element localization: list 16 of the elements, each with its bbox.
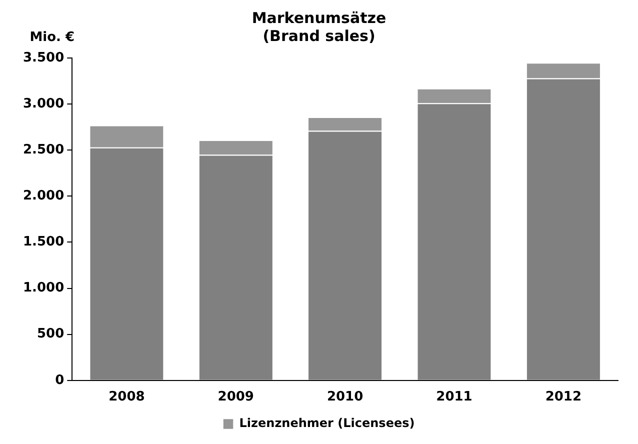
x-tick-label: 2009 [218, 390, 254, 405]
y-tick-label: 3.000 [22, 96, 64, 112]
y-tick-label: 500 [36, 326, 64, 342]
legend-label: Lizenznehmer (Licensees) [239, 416, 415, 430]
chart-title: Markenumsätze (Brand sales) [252, 8, 386, 45]
y-axis-title: Mio. € [30, 30, 75, 45]
y-tick-label: 1.000 [22, 280, 64, 296]
y-tick-label: 1.500 [22, 234, 64, 250]
x-tick-label: 2008 [108, 390, 145, 405]
y-tick-label: 0 [55, 372, 64, 388]
y-tick-label: 2.500 [22, 142, 64, 158]
x-tick-label: 2010 [326, 390, 364, 405]
x-tick-label: 2012 [545, 390, 582, 405]
y-tick-label: 3.500 [22, 50, 64, 66]
x-tick-label: 2011 [436, 390, 472, 405]
y-tick-label: 2.000 [22, 188, 64, 204]
